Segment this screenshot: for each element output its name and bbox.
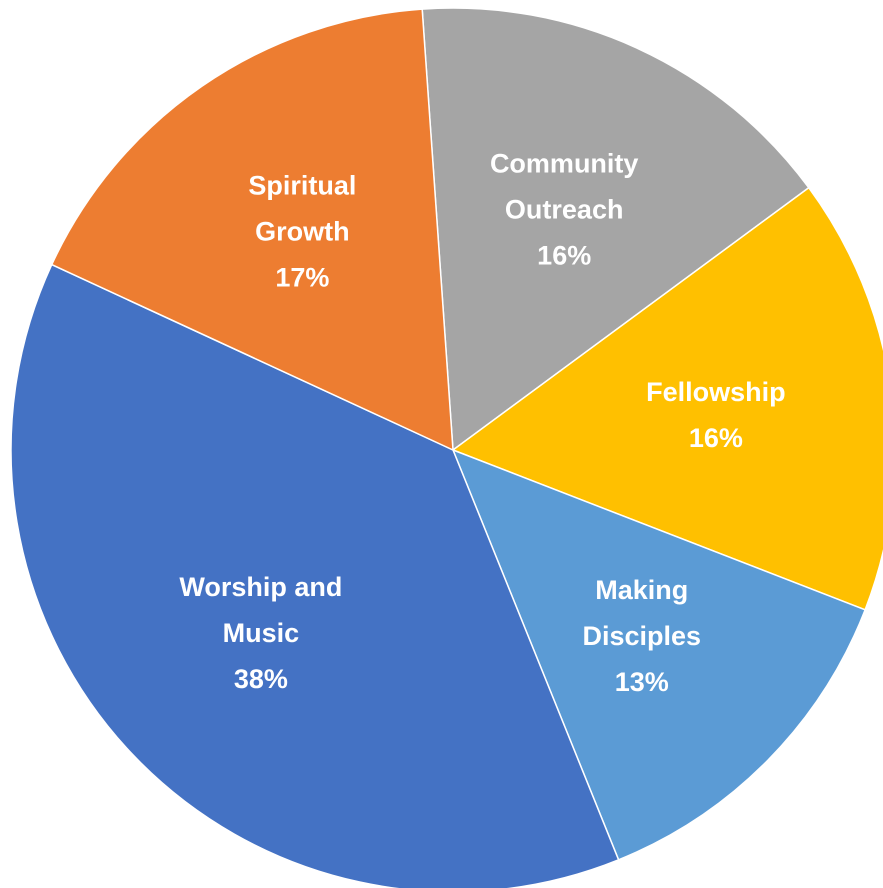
pie-label-percent: 16% [689,423,743,453]
pie-label-percent: 38% [234,664,288,694]
pie-label-text: Fellowship [646,377,786,407]
pie-slice-community-outreach [421,7,810,452]
pie-slice-fellowship [451,186,883,611]
pie-label-percent: 17% [275,263,329,293]
pie-label-percent: 16% [537,240,591,270]
pie-slice-worship-and-music [10,263,620,888]
pie-label-text: Community [490,148,639,178]
pie-label-community-outreach: Community Outreach 16% [490,148,639,270]
pie-label-percent: 13% [615,667,669,697]
pie-labels: Community Outreach 16% Fellowship 16% Making D… [179,148,785,697]
pie-label-text: Worship and [179,572,342,602]
pie-label-text: Spiritual [248,171,356,201]
pie-label-text: Growth [255,217,350,247]
pie-label-text: Making [595,575,688,605]
pie-label-text: Disciples [583,621,702,651]
pie-slices [10,7,883,888]
pie-label-spiritual-growth: Spiritual Growth 17% [248,171,356,293]
pie-label-fellowship: Fellowship 16% [646,377,786,453]
pie-label-making-disciples: Making Disciples 13% [583,575,702,697]
pie-slice-making-disciples [451,448,867,861]
pie-label-text: Music [223,618,300,648]
pie-slice-spiritual-growth [50,8,454,452]
pie-label-worship-and-music: Worship and Music 38% [179,572,342,694]
pie-label-text: Outreach [505,194,624,224]
